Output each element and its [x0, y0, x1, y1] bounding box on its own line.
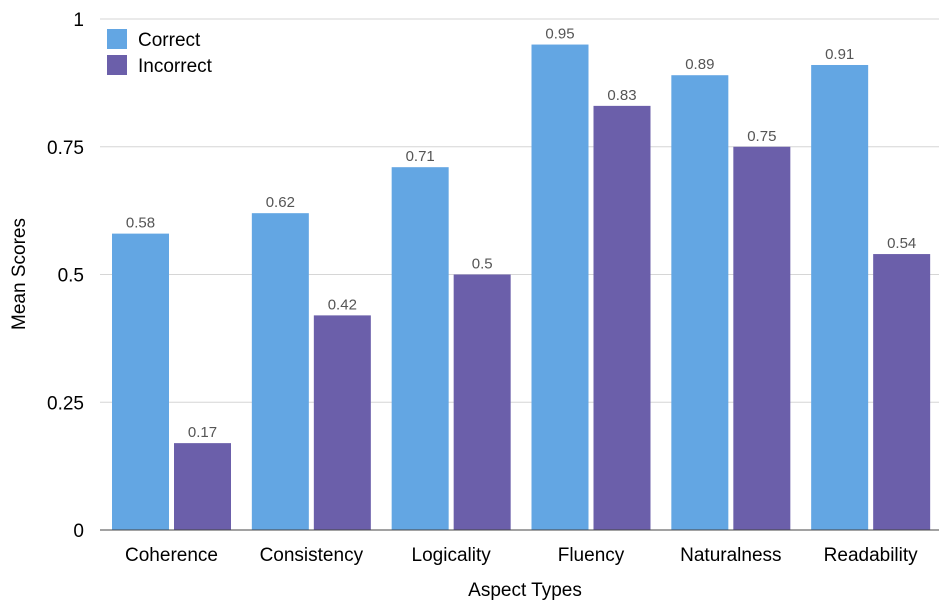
gridlines — [100, 18, 939, 403]
y-tick-label: 0.5 — [58, 266, 84, 287]
bar-incorrect-naturalness — [733, 146, 791, 530]
x-tick-label-consistency: Consistency — [260, 545, 364, 566]
data-label-incorrect-readability: 0.54 — [887, 235, 916, 252]
data-label-correct-consistency: 0.62 — [266, 194, 295, 211]
x-tick-label-naturalness: Naturalness — [680, 545, 781, 566]
data-label-correct-naturalness: 0.89 — [685, 56, 714, 73]
bar-incorrect-coherence — [174, 443, 231, 530]
y-tick-labels: 0 0.25 0.5 0.75 1 — [47, 10, 84, 542]
data-labels: 0.58 0.17 0.62 0.42 0.71 0.5 0.95 0.83 0.89 0.75 0… — [126, 26, 916, 442]
data-label-correct-readability: 0.91 — [825, 46, 854, 63]
x-tick-label-logicality: Logicality — [412, 545, 492, 566]
data-label-incorrect-naturalness: 0.75 — [747, 128, 776, 145]
bar-incorrect-fluency — [593, 105, 651, 531]
x-tick-labels: Coherence Consistency Logicality Fluency Nat… — [125, 545, 918, 566]
legend-swatch-incorrect — [107, 55, 127, 75]
y-tick-label: 1 — [73, 10, 84, 31]
bar-correct-consistency — [251, 213, 309, 530]
x-tick-label-fluency: Fluency — [558, 545, 625, 566]
y-axis-title: Mean Scores — [9, 218, 30, 330]
y-tick-label: 0.75 — [47, 138, 84, 159]
data-label-correct-logicality: 0.71 — [406, 148, 435, 165]
legend-swatch-correct — [107, 29, 127, 49]
bar-correct-coherence — [112, 233, 169, 530]
x-tick-label-readability: Readability — [824, 545, 918, 566]
y-tick-label: 0 — [73, 521, 84, 542]
legend-label-incorrect: Incorrect — [138, 56, 213, 77]
legend: Correct Incorrect — [107, 29, 213, 77]
legend-label-correct: Correct — [138, 30, 201, 51]
data-label-correct-fluency: 0.95 — [545, 26, 574, 43]
bars — [112, 44, 931, 531]
bar-incorrect-logicality — [453, 274, 511, 530]
bar-correct-logicality — [391, 167, 449, 530]
x-axis-title: Aspect Types — [468, 580, 582, 600]
bar-correct-readability — [811, 64, 869, 531]
bar-incorrect-readability — [873, 254, 931, 530]
bar-incorrect-consistency — [313, 315, 371, 530]
data-label-correct-coherence: 0.58 — [126, 215, 155, 232]
bar-correct-naturalness — [671, 75, 729, 531]
data-label-incorrect-fluency: 0.83 — [607, 87, 636, 104]
x-tick-label-coherence: Coherence — [125, 545, 218, 566]
y-tick-label: 0.25 — [47, 393, 84, 414]
bar-correct-fluency — [531, 44, 589, 531]
data-label-incorrect-logicality: 0.5 — [472, 256, 493, 273]
data-label-incorrect-coherence: 0.17 — [188, 424, 217, 441]
data-label-incorrect-consistency: 0.42 — [328, 296, 357, 313]
